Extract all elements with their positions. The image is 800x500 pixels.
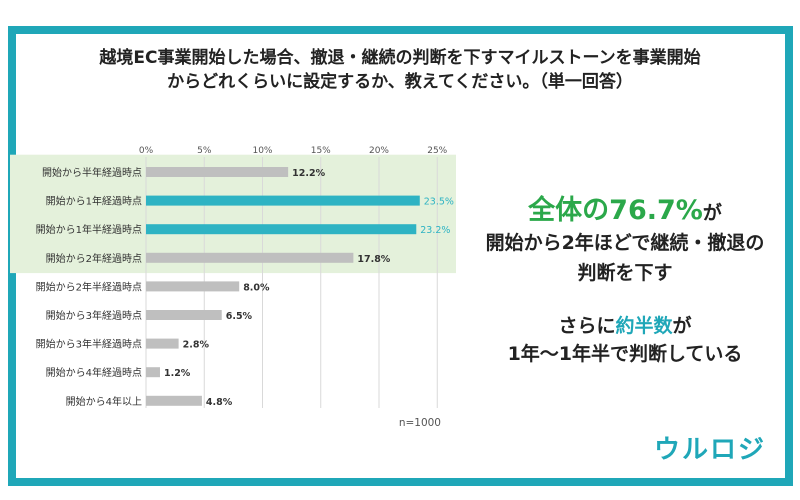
category-label: 開始から1年半経過時点 [36,223,142,236]
value-label: 23.2% [420,225,450,236]
summary-highlight-percent: 全体の76.7% [528,195,703,226]
bar [146,310,222,320]
x-tick-label: 25% [427,146,447,156]
x-tick-label: 5% [197,146,212,156]
summary-line-4-pre: さらに [558,315,616,337]
chart-title: 越境EC事業開始した場合、撤退・継続の判断を下すマイルストーンを事業開始 からど… [40,46,760,94]
bar [146,367,160,378]
bar [146,252,354,263]
value-label: 6.5% [226,311,253,322]
summary-line-4: さらに約半数が [470,312,780,340]
summary-line-3: 判断を下す [577,262,673,284]
value-label: 4.8% [206,397,233,408]
value-label: 8.0% [243,282,270,293]
bar [146,195,420,206]
title-line-1: 越境EC事業開始した場合、撤退・継続の判断を下すマイルストーンを事業開始 [99,48,701,68]
summary-block-1: 全体の76.7%が 開始から2年ほどで継続・撤退の 判断を下す [470,196,780,288]
bar [146,395,202,406]
summary-line-2: 開始から2年ほどで継続・撤退の [485,232,765,254]
summary-line-4-highlight: 約半数 [615,315,673,337]
bar [146,167,289,177]
bar [146,281,240,292]
x-tick-label: 20% [369,146,389,156]
value-label: 17.8% [357,254,390,265]
brand-logo: ウルロジ [654,435,767,465]
sample-size-note: n=1000 [399,417,441,429]
value-label: 1.2% [164,368,191,379]
category-label: 開始から3年経過時点 [46,309,142,322]
bar [146,338,179,349]
category-label: 開始から2年経過時点 [46,252,142,265]
value-label: 23.5% [424,197,454,208]
category-label: 開始から4年以上 [66,395,142,408]
value-label: 2.8% [183,340,210,351]
x-tick-label: 0% [139,146,154,156]
category-label: 開始から1年経過時点 [46,195,142,208]
title-line-2: からどれくらいに設定するか、教えてください。（単一回答） [167,72,633,92]
summary-line-5: 1年～1年半で判断している [507,343,743,365]
summary-block-2: さらに約半数が 1年～1年半で判断している [470,312,780,368]
summary-line-1-tail: が [702,202,722,224]
value-label: 12.2% [292,168,325,179]
category-label: 開始から4年経過時点 [46,366,142,379]
category-label: 開始から半年経過時点 [42,166,142,179]
x-tick-label: 10% [252,146,272,156]
x-tick-label: 15% [311,146,331,156]
category-label: 開始から2年半経過時点 [36,280,142,293]
summary-line-4-post: が [672,315,692,337]
category-label: 開始から3年半経過時点 [36,338,142,351]
bar [146,224,417,235]
summary-line-1: 全体の76.7%が [470,196,780,228]
